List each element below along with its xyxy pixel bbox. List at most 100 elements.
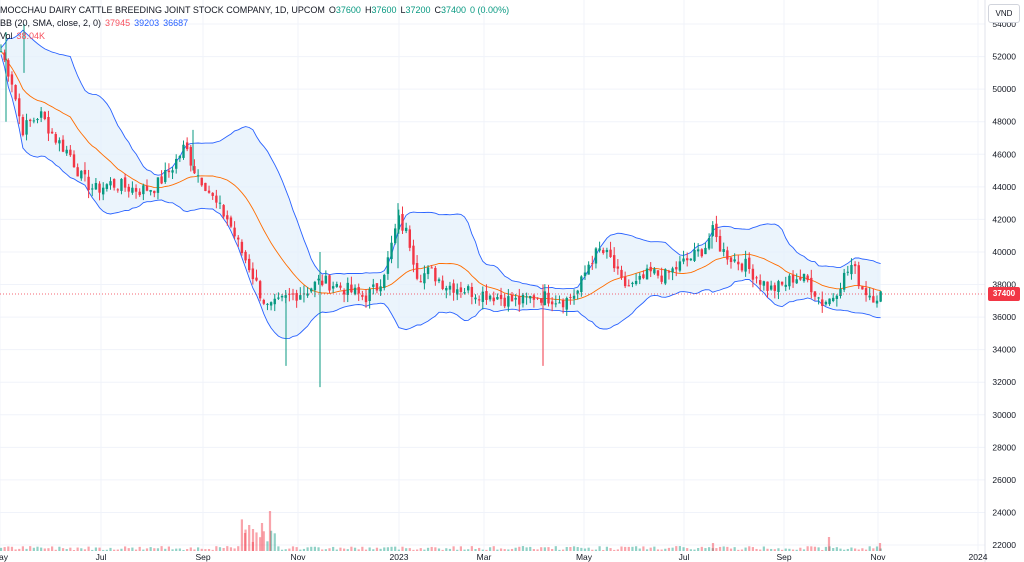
candle-body	[864, 288, 868, 296]
price-tick-label: 30000	[992, 410, 1016, 420]
volume-bar	[306, 547, 309, 551]
candle-body	[503, 297, 506, 307]
candle-body	[288, 293, 291, 295]
candle-body	[342, 290, 346, 295]
candle-body	[127, 186, 130, 192]
candle-body	[229, 217, 233, 227]
bollinger-upper-line	[0, 29, 881, 290]
candle-body	[525, 296, 528, 298]
volume-bar	[72, 549, 76, 551]
volume-bar	[120, 548, 123, 551]
volume-bar	[543, 547, 546, 551]
candle-body	[693, 249, 696, 261]
candle-body	[817, 297, 820, 299]
time-axis: May Jul Sep Nov 2023 Mar May Jul Sep Nov 2024	[0, 552, 988, 562]
time-tick-label: Jul	[679, 552, 690, 562]
candle-body	[715, 223, 718, 238]
candle-body	[623, 276, 627, 287]
volume-bar	[569, 547, 572, 551]
volume-bar	[3, 547, 6, 551]
candle-body	[821, 299, 824, 306]
candle-body	[558, 302, 561, 304]
volume-bar	[437, 548, 441, 551]
candle-body	[142, 185, 145, 195]
candle-body	[240, 241, 244, 254]
volume-bar	[248, 524, 251, 551]
candle-body	[474, 297, 477, 300]
volume-bar	[0, 547, 3, 551]
volume-bar	[507, 549, 510, 551]
volume-bar	[510, 548, 514, 551]
candle-body	[200, 177, 203, 186]
candle-body	[14, 85, 17, 100]
candle-body	[868, 295, 871, 298]
candle-body	[189, 146, 192, 166]
volume-bar	[291, 546, 295, 551]
candle-body	[167, 170, 171, 173]
candle-body	[350, 284, 353, 293]
volume-bar	[171, 549, 174, 551]
candle-body	[759, 280, 762, 285]
time-tick-label: 2023	[390, 552, 409, 562]
volume-bar	[186, 549, 189, 551]
candle-body	[76, 167, 79, 177]
candle-body	[569, 297, 572, 299]
volume-bars	[0, 511, 882, 551]
candle-body	[704, 247, 707, 255]
candle-body	[415, 262, 419, 279]
volume-bar	[624, 546, 627, 551]
volume-bar	[324, 549, 327, 551]
volume-bar	[397, 549, 400, 551]
volume-bar	[729, 548, 733, 551]
candle-body	[178, 155, 182, 159]
candle-body	[824, 301, 828, 305]
volume-bar	[751, 547, 754, 551]
candle-body	[222, 205, 225, 217]
candle-body	[39, 111, 43, 118]
candle-body	[810, 277, 813, 293]
volume-bar	[649, 547, 652, 551]
candle-body	[751, 268, 755, 280]
candle-body	[204, 182, 207, 191]
volume-bar	[711, 548, 714, 551]
candle-body	[543, 291, 547, 306]
volume-bar	[339, 547, 342, 551]
candle-body	[156, 177, 160, 193]
volume-bar	[204, 549, 207, 551]
volume-bar	[678, 546, 681, 551]
candle-body	[419, 281, 422, 283]
candle-body	[656, 270, 660, 276]
candle-body	[299, 295, 302, 300]
volume-bar	[270, 530, 273, 551]
volume-bar	[87, 546, 90, 551]
candle-body	[678, 261, 682, 271]
volume-bar	[36, 546, 39, 551]
price-tick-label: 42000	[992, 214, 1016, 224]
time-tick-label: Sep	[776, 552, 791, 562]
last-price-label: 37400	[988, 287, 1020, 301]
candle-body	[58, 140, 61, 144]
volume-bar	[576, 547, 579, 551]
volume-bar	[708, 547, 711, 551]
volume-bar	[124, 546, 127, 551]
volume-bar	[459, 546, 462, 551]
candle-body	[335, 284, 338, 287]
volume-bar	[613, 549, 616, 551]
candle-body	[280, 296, 284, 298]
volume-bar	[10, 546, 14, 551]
volume-bar	[430, 546, 433, 551]
candle-body	[313, 281, 317, 291]
time-tick-label: May	[576, 552, 593, 562]
volume-bar	[321, 549, 324, 551]
volume-bar	[850, 547, 853, 551]
candle-body	[94, 183, 98, 190]
volume-bar	[218, 547, 222, 551]
candle-body	[408, 229, 411, 248]
candle-body	[613, 255, 616, 269]
candle-body	[306, 293, 309, 296]
volume-bar	[426, 547, 430, 551]
currency-button[interactable]: VND	[988, 4, 1020, 23]
volume-bar	[21, 546, 24, 551]
candle-body	[182, 144, 185, 158]
